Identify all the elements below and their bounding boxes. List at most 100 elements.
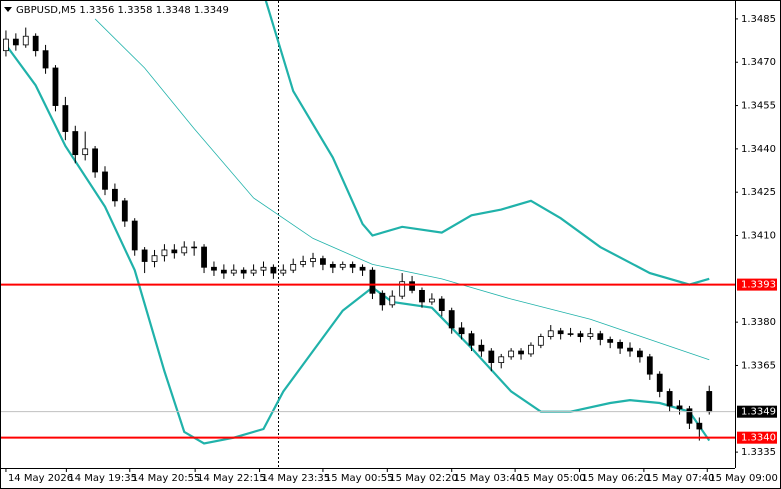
y-tick-label: 1.3485 — [741, 14, 776, 25]
candle-body — [72, 131, 79, 156]
candle-body — [627, 347, 633, 352]
candle-body — [557, 330, 564, 335]
candle-body — [270, 266, 277, 274]
candle-body — [349, 263, 356, 268]
price-label-box — [737, 278, 777, 291]
x-tick-label: 15 May 03:40 — [454, 473, 523, 484]
x-tick-label: 15 May 05:00 — [517, 473, 586, 484]
y-tick-label: 1.3365 — [741, 360, 776, 371]
x-tick-label: 14 May 20:55 — [132, 473, 201, 484]
indicator-line — [264, 1, 710, 286]
candle-body — [597, 333, 604, 340]
candle-body — [537, 336, 544, 346]
candle-body — [230, 269, 237, 274]
x-tick-label: 15 May 06:20 — [581, 473, 650, 484]
candle-body — [389, 295, 396, 306]
candle-body — [191, 246, 198, 249]
x-tick-label: 14 May 22:15 — [197, 473, 266, 484]
candle-body — [300, 261, 307, 265]
candle-body — [379, 292, 386, 306]
candle-body — [141, 249, 148, 262]
price-label: 1.3340 — [741, 433, 776, 444]
chart-title: GBPUSD,M5 1.3356 1.3358 1.3348 1.3349 — [16, 5, 229, 16]
candle-body — [290, 263, 297, 271]
x-tick-label: 15 May 09:00 — [709, 473, 778, 484]
price-label: 1.3393 — [741, 280, 776, 291]
x-tick-label: 14 May 23:35 — [262, 473, 331, 484]
y-tick-label: 1.3425 — [741, 187, 776, 198]
candle-body — [211, 266, 217, 271]
y-tick-label: 1.3455 — [741, 101, 776, 112]
candle-body — [339, 263, 346, 268]
candle-body — [577, 333, 584, 337]
candle-body — [240, 269, 247, 274]
candle-body — [587, 333, 594, 337]
y-tick-label: 1.3410 — [741, 231, 776, 242]
indicator-line — [5, 44, 711, 445]
candle-body — [32, 35, 39, 52]
candle-body — [646, 356, 653, 375]
candle-body — [567, 333, 574, 335]
candle-body — [201, 246, 207, 268]
plot-area — [1, 1, 735, 445]
candle-body — [419, 289, 425, 303]
candle-body — [52, 67, 59, 106]
candle-body — [320, 258, 326, 265]
candle-body — [676, 405, 683, 410]
indicator-line — [94, 18, 710, 361]
price-label: 1.3349 — [741, 407, 776, 418]
candle-body — [161, 249, 168, 257]
y-tick-label: 1.3470 — [741, 57, 776, 68]
candle-body — [696, 422, 703, 430]
price-label-box — [737, 405, 777, 418]
candle-body — [12, 38, 19, 46]
candle-body — [310, 258, 316, 262]
candle-body — [121, 200, 128, 222]
candle-body — [706, 391, 713, 413]
candle-body — [131, 220, 138, 251]
candle-body — [468, 333, 475, 346]
price-label-box — [737, 431, 777, 444]
candle-body — [448, 310, 455, 329]
candle-body — [438, 298, 445, 312]
x-tick-label: 14 May 19:35 — [68, 473, 137, 484]
candle-body — [637, 350, 643, 358]
candle-body — [409, 281, 415, 291]
candle-body — [112, 188, 118, 202]
candle-body — [399, 281, 406, 297]
axes: 1.3485 1.3470 1.3455 1.3440 1.3425 1.3410 1.33… — [5, 14, 778, 484]
candle-body — [617, 341, 623, 349]
candle-body — [220, 269, 227, 274]
candle-body — [22, 35, 29, 46]
candle-body — [62, 105, 69, 132]
menu-triangle — [4, 7, 12, 12]
candle-body — [458, 327, 465, 335]
x-tick-label: 15 May 07:40 — [646, 473, 715, 484]
y-tick-label: 1.3440 — [741, 144, 776, 155]
y-tick-label: 1.3335 — [741, 447, 776, 458]
candle-body — [666, 391, 673, 407]
candle-body — [498, 356, 505, 363]
candle-body — [260, 266, 267, 271]
candle-body — [369, 269, 376, 294]
candle-body — [428, 298, 435, 303]
candle-body — [181, 246, 188, 254]
candle-body — [250, 269, 257, 274]
candle-body — [102, 171, 108, 190]
candle-body — [686, 408, 693, 424]
x-tick-label: 15 May 02:20 — [389, 473, 458, 484]
candle-body — [607, 339, 614, 343]
candle-body — [151, 255, 158, 262]
candle-body — [656, 373, 663, 392]
x-tick-label: 15 May 00:55 — [325, 473, 394, 484]
candle-body — [547, 330, 554, 337]
candle-body — [171, 249, 178, 254]
candle-body — [42, 50, 49, 69]
candle-body — [329, 263, 336, 268]
y-tick-label: 1.3380 — [741, 317, 776, 328]
candle-body — [82, 148, 89, 156]
candle-body — [478, 344, 485, 352]
